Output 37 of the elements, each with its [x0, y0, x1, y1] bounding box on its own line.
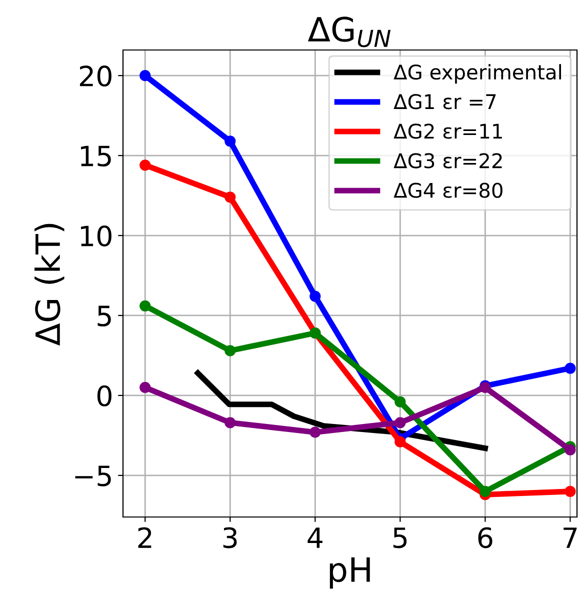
x-tick-label: 5 — [393, 528, 407, 548]
x-tick-label: 7 — [564, 528, 577, 548]
y-tick-label: 0 — [97, 385, 112, 406]
legend-label: ΔG4 εr=80 — [394, 182, 502, 198]
y-tick-label: −5 — [75, 466, 111, 486]
point — [140, 70, 151, 82]
legend-label: ΔG3 εr=22 — [394, 153, 502, 168]
point — [310, 426, 321, 438]
y-tick-label: 20 — [80, 66, 112, 87]
point — [224, 192, 236, 203]
legend-label: ΔG2 εr=11 — [394, 124, 502, 139]
x-tick-label: 6 — [478, 527, 492, 548]
point — [224, 345, 236, 356]
point — [224, 417, 236, 428]
point — [394, 417, 406, 428]
point — [564, 444, 576, 456]
point — [310, 290, 321, 302]
point — [394, 396, 406, 408]
legend-label: ΔG experimental — [394, 64, 562, 84]
y-tick-label: 10 — [80, 225, 112, 246]
x-tick-label: 2 — [138, 527, 152, 548]
point — [394, 436, 406, 448]
x-axis-title: pH — [330, 557, 370, 589]
point — [140, 382, 151, 394]
chart-title: ΔG$_{UN}$ — [308, 16, 391, 48]
x-tick-label: 4 — [308, 528, 322, 548]
x-tick-label: 3 — [223, 527, 237, 548]
point — [564, 486, 576, 497]
point — [140, 160, 151, 171]
y-tick-label: 15 — [80, 146, 111, 167]
y-tick-label: 5 — [98, 306, 111, 326]
point — [564, 362, 576, 374]
point — [140, 300, 151, 312]
legend-label: ΔG1 εr =7 — [394, 94, 496, 110]
point — [480, 486, 491, 497]
y-axis-title: ΔG (kT) — [34, 224, 64, 346]
point — [224, 136, 236, 147]
